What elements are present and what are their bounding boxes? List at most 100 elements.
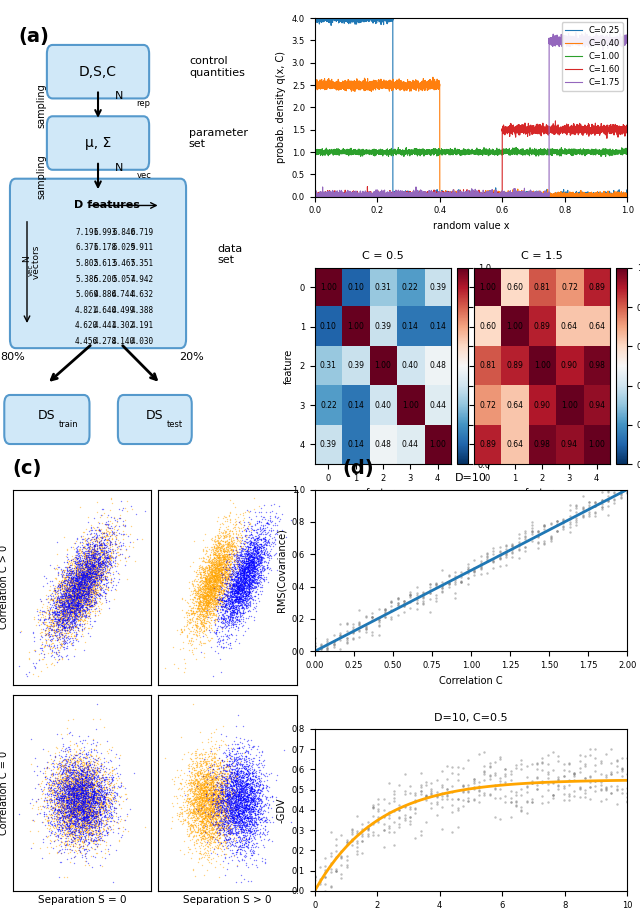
Point — [253, 804, 264, 819]
Point — [74, 771, 84, 785]
Point — [248, 581, 259, 595]
Point — [83, 567, 93, 582]
Point — [65, 823, 75, 837]
Point — [218, 595, 228, 610]
Point — [96, 785, 106, 800]
Point — [51, 795, 61, 810]
Point — [62, 794, 72, 809]
Point — [67, 813, 77, 827]
Point — [100, 547, 110, 562]
Point — [55, 785, 65, 800]
Point — [69, 574, 79, 589]
Point — [105, 550, 115, 564]
Point — [72, 588, 82, 603]
Point — [77, 826, 87, 841]
Point — [92, 561, 102, 575]
Point — [82, 816, 92, 831]
Point — [225, 751, 236, 765]
Point — [101, 761, 111, 775]
Point — [74, 543, 84, 557]
Point — [68, 589, 79, 604]
Point — [248, 764, 258, 778]
Point — [70, 801, 80, 815]
Point — [71, 614, 81, 629]
Point — [209, 778, 219, 793]
Point — [205, 757, 216, 772]
Point — [238, 555, 248, 570]
Point — [418, 594, 428, 608]
Point — [239, 800, 250, 814]
Point — [232, 573, 242, 587]
Point — [85, 569, 95, 584]
Point — [89, 597, 99, 612]
Point — [74, 765, 84, 780]
Point — [102, 824, 112, 839]
Point — [48, 782, 58, 796]
Text: 4.942: 4.942 — [131, 275, 154, 284]
Point — [90, 574, 100, 588]
Point — [83, 777, 93, 792]
Point — [223, 636, 234, 651]
Point — [218, 560, 228, 574]
Point — [92, 832, 102, 846]
Point — [53, 844, 63, 859]
Point — [228, 611, 238, 625]
Point — [203, 591, 213, 605]
Point — [97, 557, 108, 572]
Point — [189, 790, 200, 804]
Point — [47, 597, 57, 612]
Point — [202, 588, 212, 603]
Point — [250, 801, 260, 815]
Point — [74, 616, 84, 631]
Point — [252, 516, 262, 531]
Point — [100, 794, 110, 809]
Point — [233, 814, 243, 828]
Point — [88, 562, 99, 576]
Point — [59, 634, 69, 649]
Point — [69, 806, 79, 821]
Point — [70, 575, 81, 590]
Point — [172, 791, 182, 805]
Point — [215, 801, 225, 815]
Point — [214, 590, 225, 604]
Point — [83, 769, 93, 784]
Point — [200, 746, 211, 761]
Point — [74, 567, 84, 582]
Point — [479, 787, 490, 802]
Point — [231, 584, 241, 598]
Point — [249, 813, 259, 827]
Point — [244, 555, 254, 570]
Point — [88, 792, 98, 806]
Point — [195, 804, 205, 819]
Point — [63, 790, 74, 804]
Point — [260, 855, 270, 870]
Point — [63, 611, 73, 625]
Point — [217, 791, 227, 805]
Point — [86, 583, 96, 597]
Point — [216, 820, 227, 834]
Point — [219, 554, 229, 568]
Point — [111, 808, 121, 823]
Point — [68, 749, 78, 764]
Point — [225, 825, 235, 840]
Point — [244, 556, 255, 571]
Point — [240, 835, 250, 850]
Point — [64, 584, 74, 599]
Point — [247, 818, 257, 833]
Point — [73, 582, 83, 596]
Point — [82, 784, 92, 798]
Point — [250, 579, 260, 594]
Point — [196, 569, 206, 584]
Point — [70, 589, 81, 604]
Point — [49, 610, 60, 624]
Point — [223, 771, 233, 785]
Point — [234, 830, 244, 844]
Point — [106, 527, 116, 542]
Point — [48, 777, 58, 792]
Point — [90, 796, 100, 811]
Point — [90, 799, 100, 814]
Point — [228, 586, 239, 601]
Point — [222, 549, 232, 564]
Point — [81, 575, 91, 590]
Point — [206, 834, 216, 848]
